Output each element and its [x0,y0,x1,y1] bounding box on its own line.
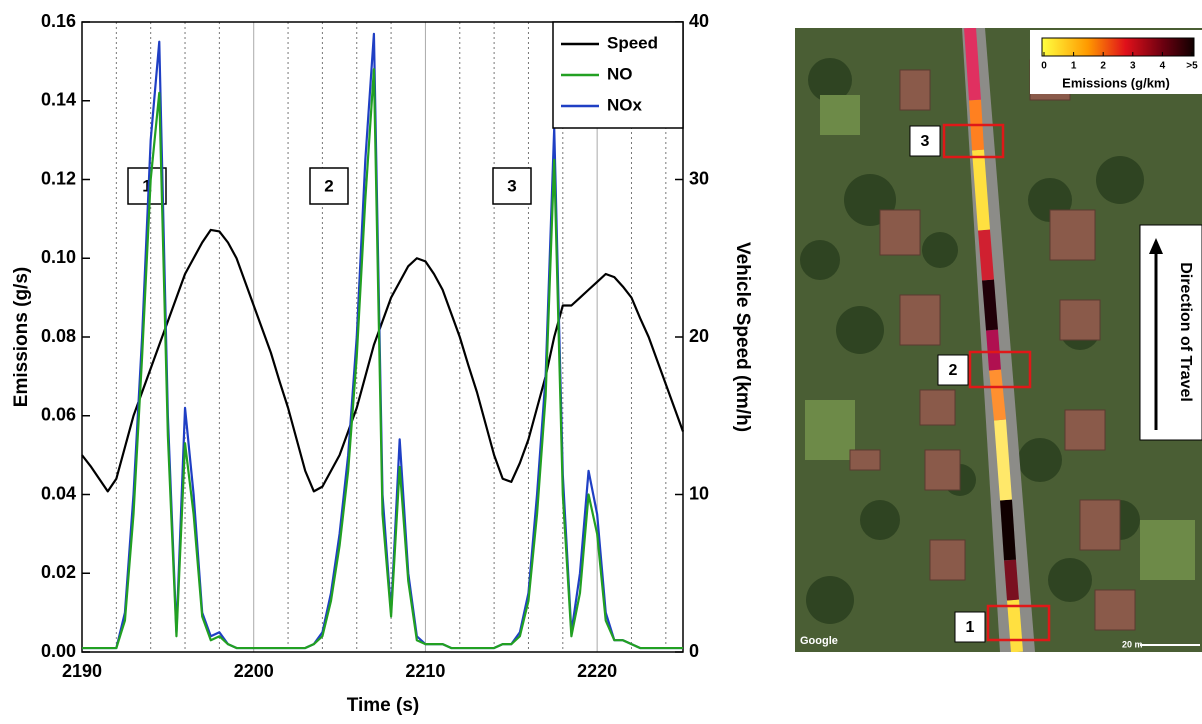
annotation: 3 [507,176,516,195]
legend-label: NOx [607,95,643,114]
colorbar-tick-label: >5 [1186,61,1198,72]
scale-label: 20 m [1122,639,1143,649]
annotation: 2 [324,176,333,195]
y2-tick-label: 10 [689,483,709,503]
line-chart: Time (s) Emissions (g/s) Vehicle Speed (… [11,11,753,716]
map-label: 1 [966,619,975,636]
y-axis-title: Emissions (g/s) [11,267,32,407]
y-tick-label: 0.12 [41,168,76,188]
x-tick-label: 2200 [234,661,274,681]
legend-label: NO [607,64,633,83]
colorbar-tick-label: 0 [1041,61,1047,72]
page: Time (s) Emissions (g/s) Vehicle Speed (… [0,0,1202,724]
figure: Time (s) Emissions (g/s) Vehicle Speed (… [0,0,1202,724]
y-tick-label: 0.14 [41,90,76,110]
colorbar-tick-label: 2 [1100,61,1106,72]
colorbar [1042,38,1194,56]
y2-tick-label: 0 [689,641,699,661]
y-tick-label: 0.08 [41,326,76,346]
y-tick-label: 0.16 [41,11,76,31]
colorbar-label: Emissions (g/km) [1062,75,1170,90]
legend: Speed NO NOx [553,22,683,128]
y-tick-label: 0.02 [41,562,76,582]
y2-tick-label: 20 [689,326,709,346]
x-tick-label: 2210 [405,661,445,681]
map-label: 3 [921,133,930,150]
colorbar-tick-label: 3 [1130,61,1136,72]
colorbar-tick-label: 1 [1071,61,1077,72]
y-tick-label: 0.00 [41,641,76,661]
y-tick-label: 0.10 [41,247,76,267]
x-axis-title: Time (s) [347,695,420,716]
legend-label: Speed [607,33,658,52]
colorbar-tick-label: 4 [1160,61,1166,72]
map-label: 2 [949,362,958,379]
attribution: Google [800,635,838,647]
aerial-map: 3 2 1 0 1 2 3 4 >5 Emissions (g/km) Direction… [795,28,1202,652]
y-tick-label: 0.04 [41,483,76,503]
y-tick-label: 0.06 [41,405,76,425]
x-tick-label: 2220 [577,661,617,681]
y2-tick-label: 40 [689,11,709,31]
y2-tick-label: 30 [689,168,709,188]
y2-axis-title: Vehicle Speed (km/h) [732,242,753,432]
x-tick-label: 2190 [62,661,102,681]
direction-label: Direction of Travel [1177,262,1194,402]
series-line [82,69,683,648]
